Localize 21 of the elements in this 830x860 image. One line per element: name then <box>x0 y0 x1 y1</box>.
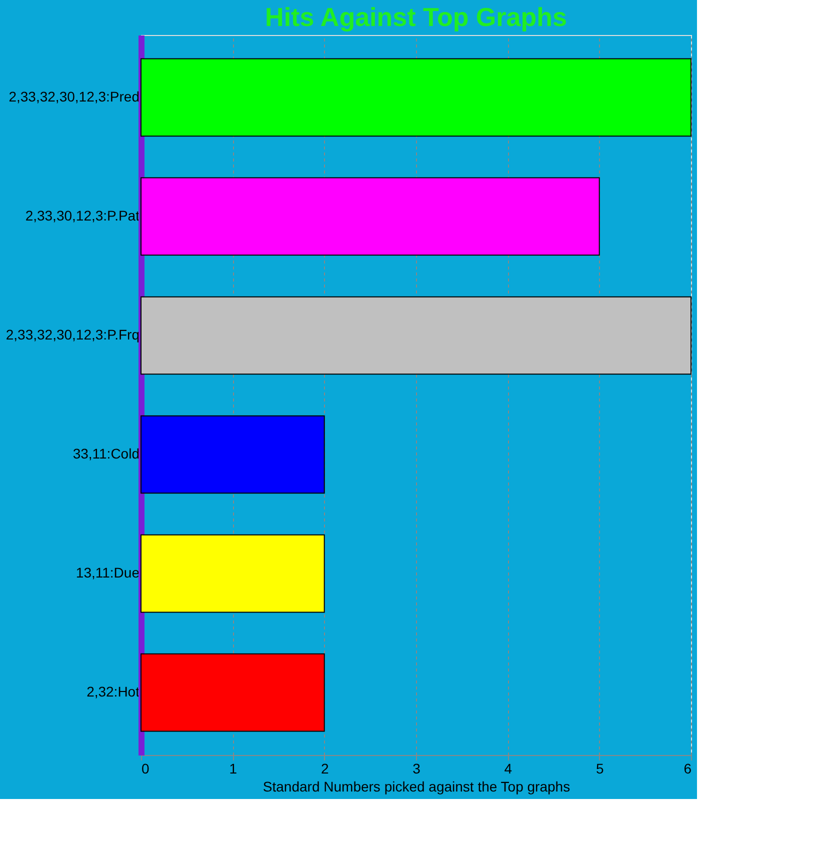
x-tick-label: 5 <box>596 760 604 776</box>
y-tick-label: 2,32:Hot <box>86 684 140 700</box>
bar <box>140 296 692 375</box>
x-tick-label: 0 <box>142 760 150 776</box>
bar <box>140 653 325 732</box>
x-tick-label: 1 <box>229 760 238 776</box>
y-tick-label: 2,33,32,30,12,3:P.Frq <box>6 326 140 342</box>
bar <box>140 415 325 494</box>
y-tick-label: 33,11:Cold <box>72 446 140 462</box>
x-tick-label: 4 <box>504 760 512 776</box>
bar <box>140 58 692 137</box>
x-tick-label: 2 <box>320 760 329 776</box>
x-tick-label: 6 <box>684 760 692 776</box>
bar <box>140 177 600 256</box>
y-tick-label: 2,33,30,12,3:P.Pat <box>25 207 140 224</box>
bar <box>140 534 325 613</box>
x-axis-title: Standard Numbers picked against the Top graphs <box>262 778 570 794</box>
chart-title: Hits Against Top Graphs <box>265 2 567 32</box>
y-tick-label: 13,11:Due <box>76 564 140 581</box>
y-tick-label: 2,33,32,30,12,3:Pred <box>8 88 140 104</box>
x-tick-label: 3 <box>412 760 421 776</box>
